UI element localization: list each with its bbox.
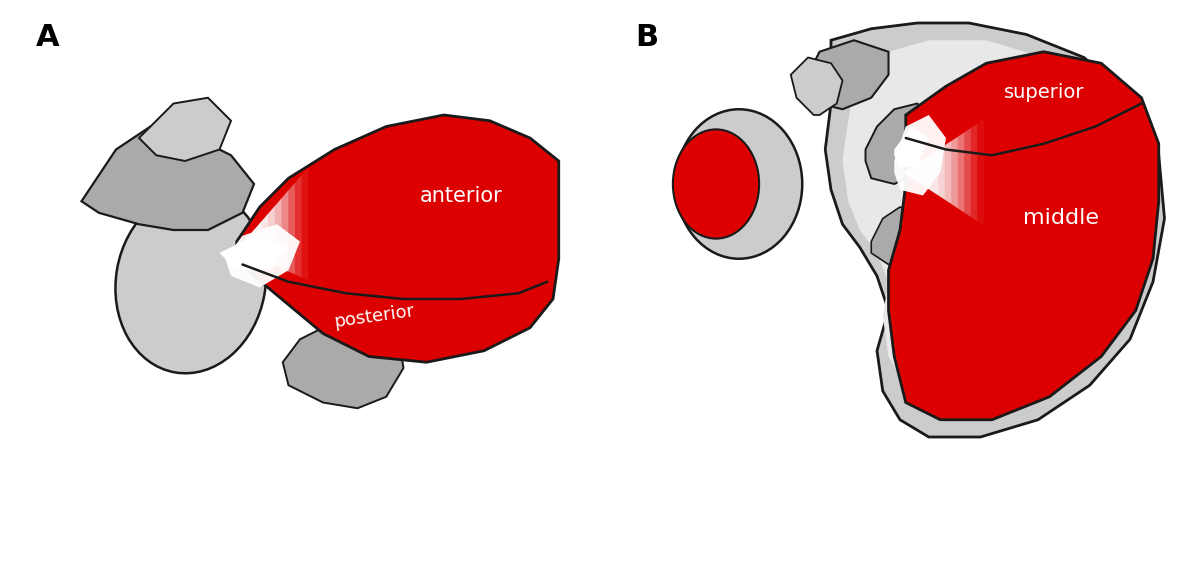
- Polygon shape: [283, 316, 403, 408]
- Polygon shape: [82, 126, 254, 230]
- Polygon shape: [236, 175, 301, 277]
- Polygon shape: [902, 137, 958, 208]
- Polygon shape: [902, 120, 984, 225]
- Polygon shape: [438, 138, 535, 218]
- Polygon shape: [220, 236, 288, 270]
- Polygon shape: [791, 58, 842, 115]
- Polygon shape: [236, 198, 282, 268]
- Polygon shape: [236, 183, 295, 274]
- Polygon shape: [808, 40, 888, 109]
- Polygon shape: [902, 128, 971, 217]
- Polygon shape: [842, 40, 1124, 391]
- Polygon shape: [139, 98, 230, 161]
- Polygon shape: [236, 245, 241, 250]
- Polygon shape: [902, 141, 952, 204]
- Ellipse shape: [673, 129, 760, 239]
- Polygon shape: [902, 133, 965, 212]
- Polygon shape: [236, 115, 559, 362]
- Text: anterior: anterior: [420, 186, 503, 205]
- Polygon shape: [236, 167, 308, 280]
- Polygon shape: [236, 191, 288, 271]
- Polygon shape: [902, 124, 977, 221]
- Polygon shape: [902, 155, 931, 190]
- Polygon shape: [894, 115, 946, 196]
- Text: middle: middle: [1022, 209, 1099, 228]
- Polygon shape: [236, 237, 248, 253]
- Polygon shape: [902, 146, 944, 199]
- Text: superior: superior: [1003, 82, 1084, 102]
- Polygon shape: [871, 207, 923, 264]
- Polygon shape: [826, 23, 1164, 437]
- Polygon shape: [236, 221, 262, 259]
- Polygon shape: [865, 104, 929, 184]
- Text: B: B: [636, 23, 659, 52]
- Polygon shape: [226, 224, 300, 288]
- Polygon shape: [902, 164, 919, 181]
- Polygon shape: [236, 229, 254, 256]
- Polygon shape: [902, 159, 925, 186]
- Polygon shape: [902, 151, 938, 194]
- Polygon shape: [236, 214, 268, 262]
- Polygon shape: [888, 52, 1159, 420]
- Polygon shape: [894, 126, 929, 167]
- Ellipse shape: [676, 109, 803, 259]
- Text: posterior: posterior: [334, 302, 416, 331]
- Text: A: A: [36, 23, 59, 52]
- Ellipse shape: [115, 190, 266, 373]
- Polygon shape: [902, 168, 912, 177]
- Polygon shape: [236, 206, 275, 265]
